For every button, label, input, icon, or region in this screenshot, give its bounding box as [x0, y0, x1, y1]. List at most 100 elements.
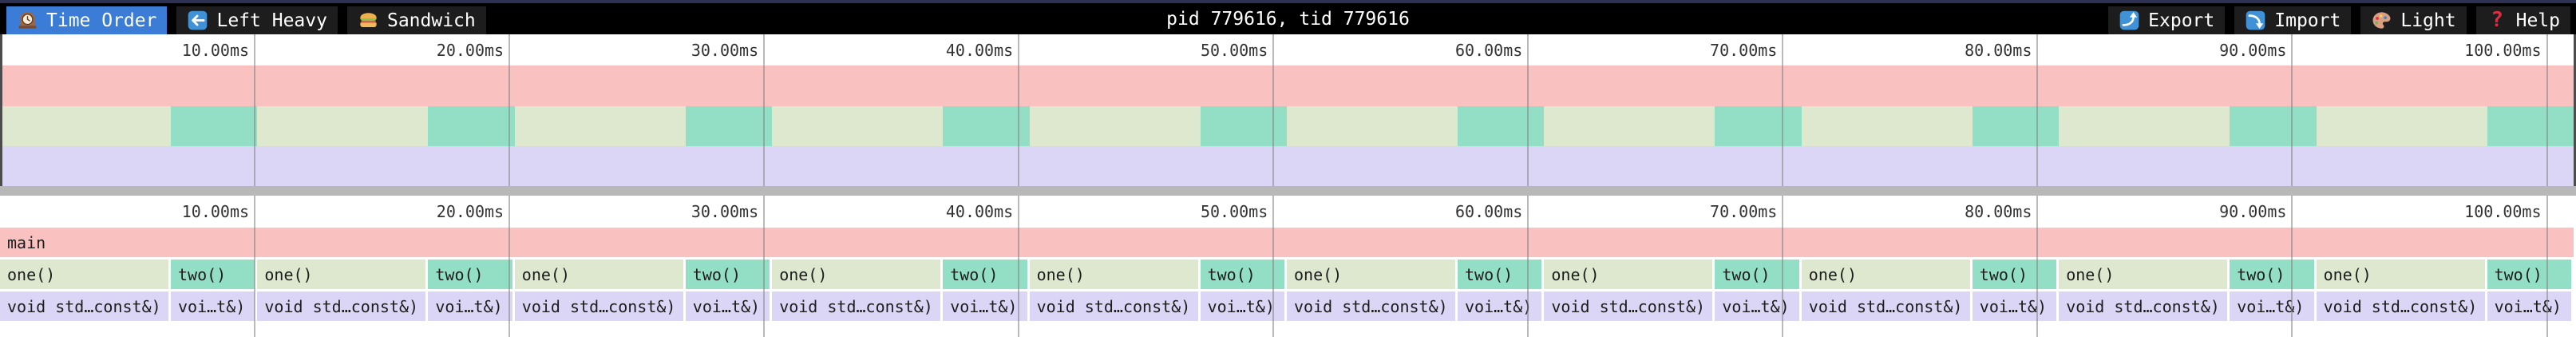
minimap-row-main[interactable] [0, 65, 2574, 106]
frame-two-cell[interactable]: two() [1972, 260, 2057, 289]
frame-two-cell[interactable]: two() [1200, 260, 1284, 289]
frame-label: two() [2494, 264, 2542, 284]
frame-one-cell[interactable]: one() [0, 260, 168, 289]
tab-label: Left Heavy [216, 10, 327, 31]
frame-label: one() [1294, 264, 1343, 284]
frame-two-child-cell[interactable]: voi…t&) [1200, 291, 1284, 321]
export-button[interactable]: Export [2108, 6, 2226, 34]
frame-two-child-cell[interactable]: voi…t&) [1715, 291, 1799, 321]
ruler-tick-label: 10.00ms [181, 40, 250, 60]
minimap-two-block[interactable] [2487, 106, 2574, 146]
minimap-two-block[interactable] [1715, 106, 1802, 146]
frame-two-cell[interactable]: two() [943, 260, 1027, 289]
ruler-tick-label: 80.00ms [1965, 202, 2032, 221]
flame-chart[interactable]: 10.00ms 20.00ms 30.00ms 40.00ms 50.00ms 60.00… [0, 196, 2576, 337]
tab-left-heavy[interactable]: Left Heavy [176, 6, 338, 34]
ruler-tick-label: 40.00ms [945, 40, 1014, 60]
frame-two-child-cell[interactable]: voi…t&) [2487, 291, 2571, 321]
minimap-two-block[interactable] [1972, 106, 2060, 146]
minimap-ruler[interactable]: 10.00ms 20.00ms 30.00ms 40.00ms 50.00ms 60.00… [0, 34, 2576, 65]
flame-row-depth2: void std…const&) voi…t&) void std…const&) v… [0, 291, 2576, 321]
frame-label: voi…t&) [1722, 296, 1790, 316]
frame-two-child-cell[interactable]: voi…t&) [685, 291, 770, 321]
ruler-tick-label: 50.00ms [1200, 202, 1268, 221]
frame-one-cell[interactable]: one() [1029, 260, 1198, 289]
frame-main-cell[interactable]: main [0, 228, 2574, 257]
frame-label: two() [1979, 264, 2028, 284]
minimap-row-depth2[interactable] [0, 146, 2574, 186]
frame-two-cell[interactable]: two() [685, 260, 770, 289]
frame-label: voi…t&) [1465, 296, 1533, 316]
frame-label: two() [435, 264, 484, 284]
frame-label: one() [1036, 264, 1085, 284]
ruler-tick-label: 30.00ms [690, 40, 759, 60]
tab-time-order[interactable]: Time Order [6, 6, 168, 34]
frame-label: one() [264, 264, 313, 284]
minimap-two-block[interactable] [2230, 106, 2317, 146]
frame-one-child-cell[interactable]: void std…const&) [1801, 291, 1970, 321]
tab-sandwich[interactable]: Sandwich [346, 6, 486, 34]
frame-label: void std…const&) [1808, 296, 1963, 316]
sandwich-icon [358, 10, 379, 31]
frame-two-child-cell[interactable]: voi…t&) [428, 291, 512, 321]
frame-two-cell[interactable]: two() [1458, 260, 1542, 289]
minimap-two-block[interactable] [943, 106, 1030, 146]
theme-toggle-button[interactable]: Light [2360, 6, 2467, 34]
frame-label: two() [692, 264, 742, 284]
frame-two-cell[interactable]: two() [171, 260, 255, 289]
frame-two-child-cell[interactable]: voi…t&) [1972, 291, 2057, 321]
frame-one-child-cell[interactable]: void std…const&) [1544, 291, 1713, 321]
frame-one-child-cell[interactable]: void std…const&) [2316, 291, 2485, 321]
minimap-row-depth1[interactable] [0, 106, 2574, 146]
question-icon: ? [2491, 8, 2503, 32]
frame-one-cell[interactable]: one() [1544, 260, 1713, 289]
ruler-tick-label: 100.00ms [2464, 202, 2542, 221]
frame-one-child-cell[interactable]: void std…const&) [2059, 291, 2228, 321]
frame-one-child-cell[interactable]: void std…const&) [1029, 291, 1198, 321]
frame-one-child-cell[interactable]: void std…const&) [514, 291, 683, 321]
frame-two-cell[interactable]: two() [428, 260, 512, 289]
frame-two-cell[interactable]: two() [1715, 260, 1799, 289]
help-button[interactable]: ? Help [2475, 6, 2570, 34]
frame-label: two() [1465, 264, 1514, 284]
frame-one-cell[interactable]: one() [2316, 260, 2485, 289]
frame-two-cell[interactable]: two() [2230, 260, 2314, 289]
frame-two-child-cell[interactable]: voi…t&) [2230, 291, 2314, 321]
frame-one-cell[interactable]: one() [1287, 260, 1455, 289]
frame-one-cell[interactable]: one() [514, 260, 683, 289]
import-button[interactable]: Import [2234, 6, 2352, 34]
frame-one-cell[interactable]: one() [1801, 260, 1970, 289]
frame-two-child-cell[interactable]: voi…t&) [171, 291, 255, 321]
frame-label: void std…const&) [779, 296, 933, 316]
minimap[interactable]: 10.00ms 20.00ms 30.00ms 40.00ms 50.00ms 60.00… [0, 34, 2576, 186]
minimap-two-block[interactable] [685, 106, 773, 146]
frame-label: void std…const&) [2323, 296, 2478, 316]
frame-one-child-cell[interactable]: void std…const&) [0, 291, 168, 321]
frame-label: two() [950, 264, 999, 284]
frame-label: one() [7, 264, 56, 284]
ruler-tick-label: 90.00ms [2219, 202, 2287, 221]
viewport-right-edge[interactable] [2574, 34, 2576, 186]
frame-label: two() [178, 264, 227, 284]
minimap-two-block[interactable] [428, 106, 515, 146]
button-label: Import [2274, 10, 2341, 31]
frame-one-cell[interactable]: one() [2059, 260, 2228, 289]
ruler-tick-label: 60.00ms [1455, 202, 1523, 221]
viewport-left-edge[interactable] [0, 34, 2, 186]
minimap-two-block[interactable] [1458, 106, 1545, 146]
frame-label: two() [2237, 264, 2285, 284]
flamechart-ruler[interactable]: 10.00ms 20.00ms 30.00ms 40.00ms 50.00ms 60.00… [0, 196, 2576, 228]
frame-label: void std…const&) [1036, 296, 1191, 316]
minimap-two-block[interactable] [1200, 106, 1287, 146]
minimap-two-block[interactable] [171, 106, 258, 146]
frame-one-cell[interactable]: one() [257, 260, 426, 289]
pane-separator[interactable] [0, 186, 2576, 196]
frame-label: voi…t&) [1979, 296, 2048, 316]
frame-one-child-cell[interactable]: void std…const&) [1287, 291, 1455, 321]
frame-two-child-cell[interactable]: voi…t&) [943, 291, 1027, 321]
frame-one-child-cell[interactable]: void std…const&) [257, 291, 426, 321]
frame-one-cell[interactable]: one() [772, 260, 941, 289]
frame-two-child-cell[interactable]: voi…t&) [1458, 291, 1542, 321]
frame-one-child-cell[interactable]: void std…const&) [772, 291, 941, 321]
frame-two-cell[interactable]: two() [2487, 260, 2571, 289]
